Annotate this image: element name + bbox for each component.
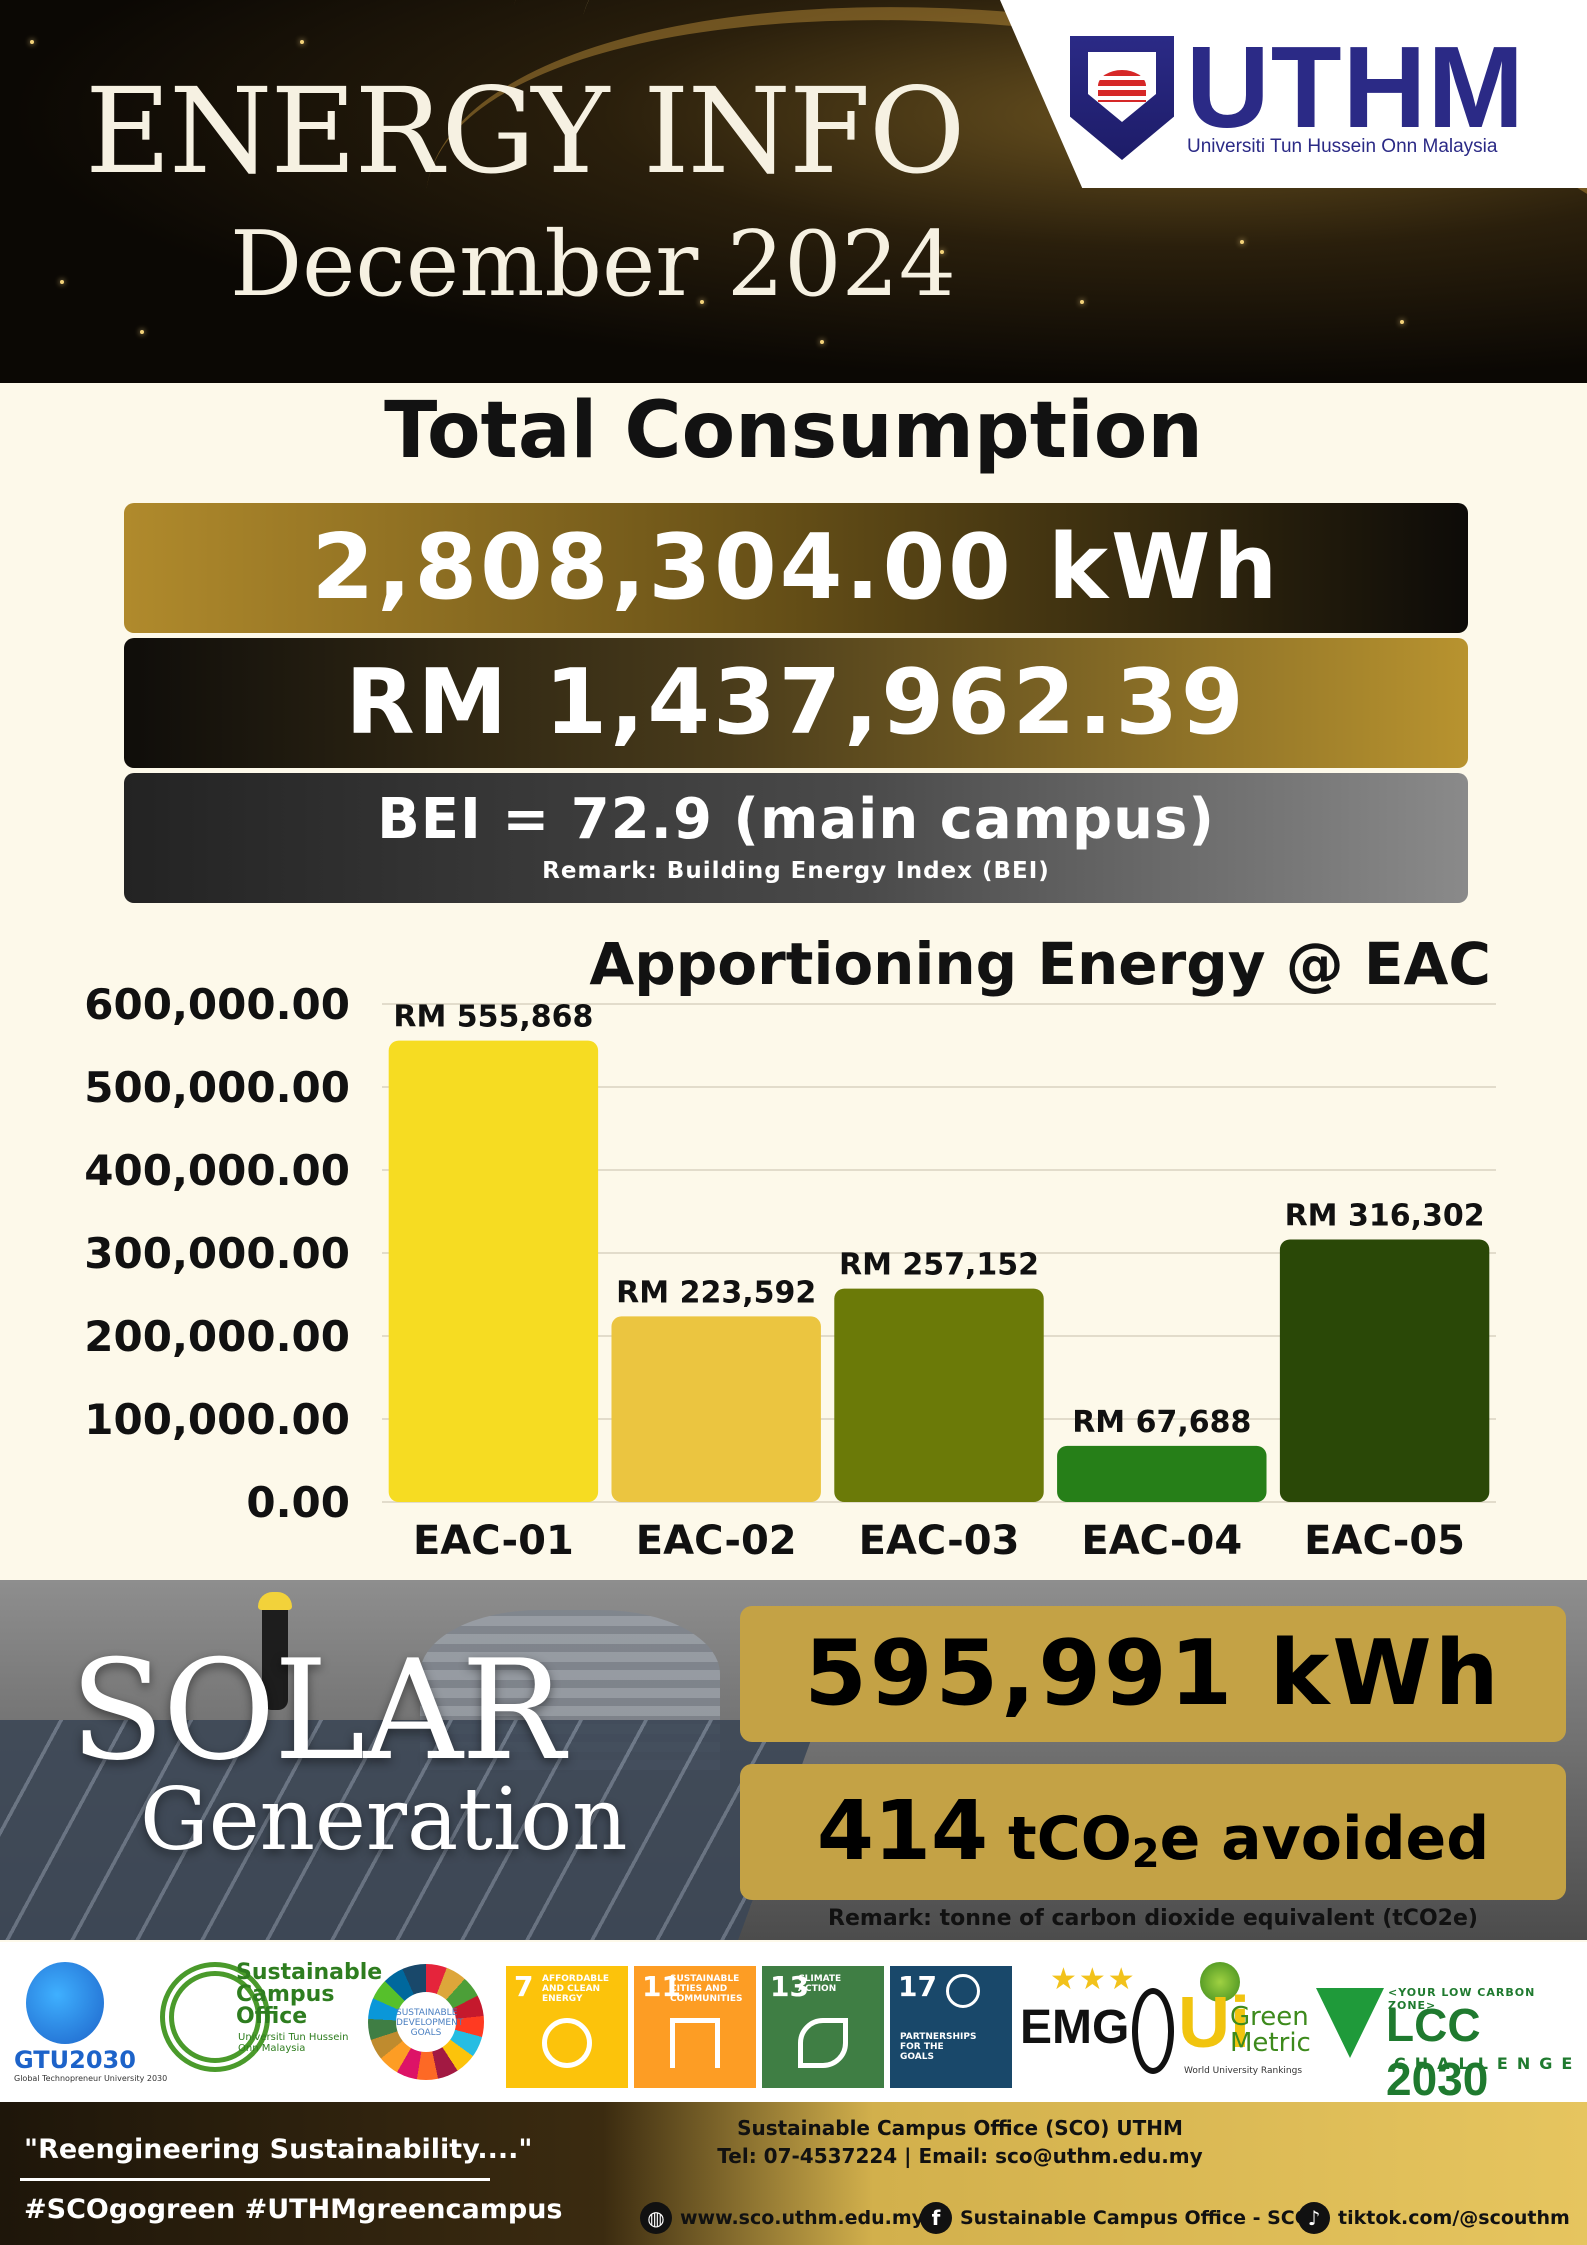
eac-bar-chart: Apportioning Energy @ EAC 0.00 100,000.00… [0,930,1587,1575]
sun-power-icon [542,2018,592,2068]
data-label: RM 67,688 [1072,1405,1251,1440]
ui-greenmetric-logo: Ui Green Metric World University Ranking… [1178,1962,1328,2082]
solar-subtitle: Generation [140,1770,628,1870]
sparkle-icon [1400,320,1404,324]
chart-svg: 0.00 100,000.00 200,000.00 300,000.00 400,00… [84,980,1496,1564]
contact-office-name: Sustainable Campus Office (SCO) UTHM [737,2116,1183,2140]
y-tick-label: 300,000.00 [84,1229,350,1278]
city-icon [670,2018,720,2068]
x-tick-label: EAC-03 [859,1518,1020,1564]
y-tick-label: 0.00 [246,1478,350,1527]
sparkle-icon [820,340,824,344]
sdg-11-tile: 11 SUSTAINABLE CITIES AND COMMUNITIES [634,1966,756,2088]
co2-unit: tCO2e avoided [1008,1804,1490,1877]
lcc2030-logo: <YOUR LOW CARBON ZONE> LCC 2030 CHALLENG… [1316,1962,1576,2105]
sparkle-icon [30,40,34,44]
y-tick-label: 200,000.00 [84,1312,350,1361]
facebook-link[interactable]: f Sustainable Campus Office - SCO [920,2202,1311,2234]
uthm-logo-subtitle: Universiti Tun Hussein Onn Malaysia [1187,136,1498,157]
sdg-13-tile: 13 CLIMATE ACTION [762,1966,884,2088]
x-tick-label: EAC-01 [413,1518,574,1564]
sparkle-icon [1080,300,1084,304]
bei-value: BEI = 72.9 (main campus) [377,787,1215,852]
sparkle-icon [300,40,304,44]
y-tick-label: 500,000.00 [84,1063,350,1112]
bei-banner: BEI = 72.9 (main campus) Remark: Buildin… [124,773,1468,903]
solar-kwh-box: 595,991 kWh [740,1606,1566,1742]
slogan-divider [20,2178,490,2181]
data-label: RM 223,592 [616,1275,816,1310]
page-subtitle-month: December 2024 [230,212,956,317]
bar-eac-05 [1279,1239,1490,1502]
hard-hat-icon [258,1592,292,1610]
bar-eac-02 [611,1316,821,1502]
globe-icon: ◍ [640,2202,672,2234]
total-consumption-heading: Total Consumption [384,386,1203,476]
data-label: RM 257,152 [839,1248,1039,1283]
slogan: "Reengineering Sustainability...." [24,2134,533,2165]
co2-remark: Remark: tonne of carbon dioxide equivale… [828,1906,1478,1931]
bei-remark: Remark: Building Energy Index (BEI) [542,858,1050,884]
page-title: ENERGY INFO [85,62,965,200]
header-banner: ENERGY INFO December 2024 UTHM Universit… [0,0,1587,383]
y-tick-label: 400,000.00 [84,1146,350,1195]
infinity-icon [1132,1988,1174,2074]
sparkle-icon [700,300,704,304]
website-link[interactable]: ◍ www.sco.uthm.edu.my [640,2202,924,2234]
globe-icon [1200,1962,1240,2002]
contact-tel-email: Tel: 07-4537224 | Email: sco@uthm.edu.my [717,2144,1203,2168]
x-tick-label: EAC-02 [636,1518,797,1564]
tiktok-icon: ♪ [1298,2202,1330,2234]
sparkle-icon [940,250,944,254]
co2-value: 414 [816,1784,989,1879]
sdg-7-tile: 7 AFFORDABLE AND CLEAN ENERGY [506,1966,628,2088]
footer: "Reengineering Sustainability...." #SCOg… [0,2102,1587,2245]
data-label: RM 555,868 [393,1000,593,1035]
y-tick-label: 100,000.00 [84,1395,350,1444]
bar-eac-04 [1057,1445,1267,1502]
tiktok-link[interactable]: ♪ tiktok.com/@scouthm [1298,2202,1570,2234]
bar-eac-03 [834,1288,1044,1502]
total-kwh-banner: 2,808,304.00 kWh [124,503,1468,633]
uthm-logo-text: UTHM [1186,22,1526,152]
hashtags: #SCOgogreen #UTHMgreencampus [24,2194,563,2225]
chart-title: Apportioning Energy @ EAC [589,930,1491,998]
partnership-ring-icon [946,1974,980,2008]
worker-figure [262,1600,288,1710]
sdg-17-tile: 17 PARTNERSHIPS FOR THE GOALS [890,1966,1012,2088]
sparkle-icon [1240,240,1244,244]
head-icon [26,1962,104,2044]
emg-logo: ★★★ EMG [1020,1962,1190,2082]
sparkle-icon [60,280,64,284]
total-cost-banner: RM 1,437,962.39 [124,638,1468,768]
solar-section: SOLAR Generation 595,991 kWh 414 tCO2e av… [0,1580,1587,1940]
partner-logos-strip: GTU2030 Global Technopreneur University … [0,1942,1587,2105]
x-tick-label: EAC-05 [1304,1518,1465,1564]
stars-icon: ★★★ [1050,1962,1137,1997]
facebook-icon: f [920,2202,952,2234]
y-tick-label: 600,000.00 [84,980,350,1029]
co2-avoided-box: 414 tCO2e avoided [740,1764,1566,1900]
sco-logo: Sustainable Campus Office Universiti Tun… [160,1962,382,2082]
building-triangle-icon [1316,1988,1384,2058]
sparkle-icon [140,330,144,334]
eye-globe-icon [798,2018,848,2068]
solar-title: SOLAR [70,1630,565,1791]
x-tick-label: EAC-04 [1081,1518,1242,1564]
data-label: RM 316,302 [1285,1198,1485,1233]
gtu2030-logo: GTU2030 Global Technopreneur University … [14,1962,167,2083]
sdg-wheel-logo: SUSTAINABLE DEVELOPMENT GOALS [368,1962,488,2082]
bar-eac-01 [388,1040,599,1502]
